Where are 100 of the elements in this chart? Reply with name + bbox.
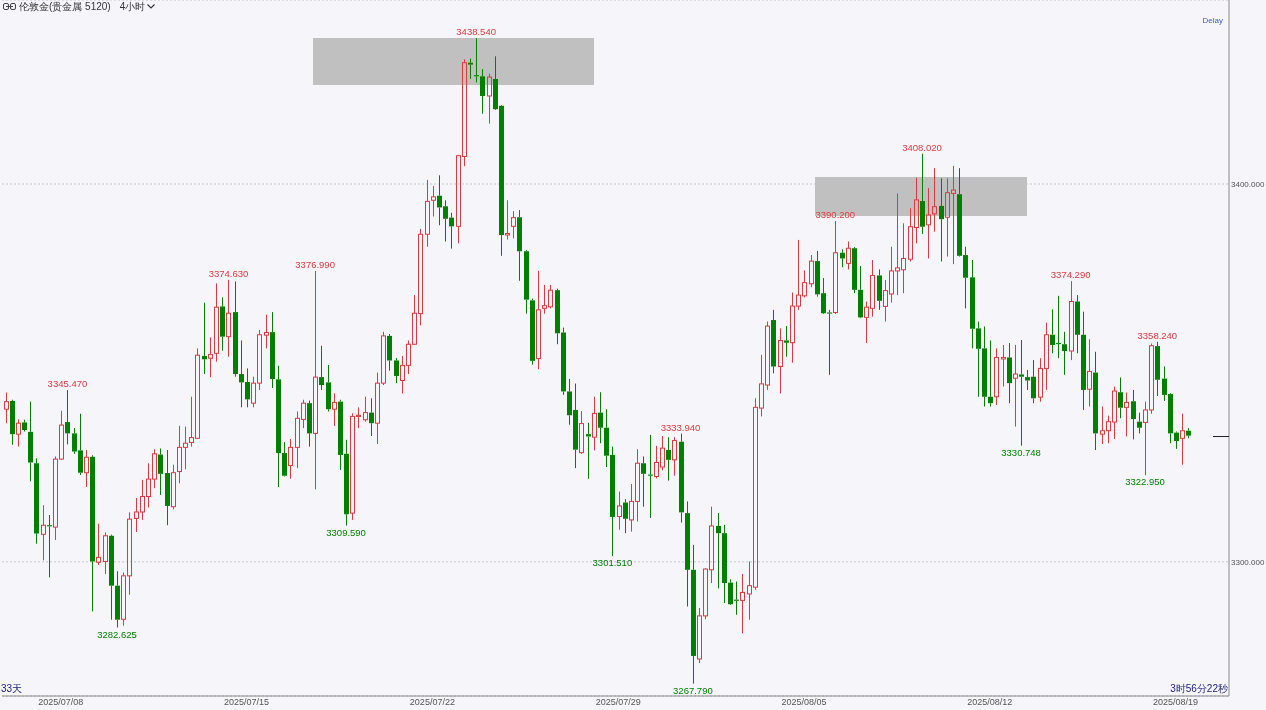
candlestick — [1007, 342, 1012, 404]
chart-title: 伦敦金(贵金属 5120) — [19, 0, 111, 14]
candlestick — [592, 396, 597, 451]
candlestick — [994, 347, 999, 406]
candlestick — [1087, 338, 1092, 408]
candlestick — [1155, 341, 1160, 397]
candlestick — [1118, 376, 1123, 419]
candlestick — [586, 422, 591, 480]
y-tick-label: 3400.000 — [1231, 179, 1265, 189]
candlestick — [1131, 389, 1136, 440]
candlestick — [617, 491, 622, 531]
annotation: 3322.950 — [1125, 476, 1165, 488]
candlestick — [90, 454, 95, 612]
candlestick — [679, 433, 684, 524]
candlestick — [691, 544, 696, 685]
candlestick — [226, 279, 231, 358]
candlestick — [214, 282, 219, 363]
candlestick — [1019, 339, 1024, 447]
x-tick-label: 2025/07/22 — [409, 697, 455, 708]
text: Delay — [1202, 15, 1223, 27]
candlestick — [877, 268, 882, 311]
candlestick — [326, 364, 331, 412]
candlestick — [641, 455, 646, 508]
candlestick — [276, 365, 281, 488]
x-tick-label: 2025/08/12 — [967, 697, 1013, 708]
candlestick — [666, 436, 671, 482]
candlestick — [394, 357, 399, 384]
candlestick — [1013, 344, 1018, 428]
candlestick — [1093, 351, 1098, 451]
candlestick — [536, 270, 541, 370]
candlestick — [740, 573, 745, 634]
candlestick — [103, 531, 108, 575]
candlestick — [220, 296, 225, 352]
candlestick — [988, 339, 993, 408]
candlestick — [1124, 392, 1129, 437]
candlestick — [672, 436, 677, 477]
candlestick — [387, 333, 392, 372]
candlestick — [685, 500, 690, 607]
candlestick — [369, 397, 374, 437]
candlestick — [425, 179, 430, 248]
annotation: 3376.990 — [295, 258, 335, 270]
x-tick-label: 2025/07/08 — [38, 697, 84, 708]
candlestick — [332, 392, 337, 427]
annotation: 3374.630 — [208, 267, 249, 279]
annotation: 3358.240 — [1137, 329, 1178, 341]
annotation: 3374.290 — [1050, 269, 1091, 281]
candlestick — [270, 311, 275, 389]
candlestick — [1081, 311, 1086, 411]
candlestick — [41, 504, 46, 561]
candlestick — [852, 248, 857, 294]
annotation: 3282.625 — [97, 628, 137, 640]
annotation: 3345.470 — [47, 378, 88, 390]
candlestick — [233, 281, 238, 378]
candlestick — [716, 512, 721, 589]
candlestick — [109, 535, 114, 621]
candlestick — [115, 570, 120, 629]
candlestick — [245, 367, 250, 408]
annotation: 33天 — [1, 683, 23, 695]
x-tick-label: 2025/08/19 — [1152, 697, 1199, 708]
annotation: 3时56分22秒 — [1170, 683, 1228, 695]
candlestick — [784, 325, 789, 358]
annotation: 3408.020 — [902, 141, 942, 153]
candlestick — [1075, 294, 1080, 354]
candlestick — [165, 449, 170, 526]
annotation: 3390.200 — [815, 209, 856, 221]
annotation: 3309.590 — [326, 526, 366, 538]
annotation: 3267.790 — [673, 684, 713, 696]
candlestick — [363, 396, 368, 423]
candlestick — [778, 327, 783, 394]
x-tick-label: 2025/07/29 — [595, 697, 641, 708]
candlestick — [517, 209, 522, 282]
x-tick-label: 2025/07/15 — [224, 697, 270, 708]
candlestick — [561, 327, 566, 396]
annotation: 3301.510 — [592, 557, 633, 569]
chart-subtitle: 4小时 — [119, 0, 146, 14]
candlestick — [65, 389, 70, 445]
candlestick — [16, 418, 21, 448]
candlestick — [10, 400, 15, 446]
candlestick — [208, 336, 213, 378]
candlestick — [1001, 344, 1006, 388]
candlestick — [920, 153, 925, 235]
x-tick-label: 2025/08/05 — [781, 697, 827, 708]
candlestick — [598, 391, 603, 444]
candlestick — [524, 251, 529, 315]
annotation: 3438.540 — [456, 26, 496, 38]
candlestick — [319, 345, 324, 391]
candlestick — [1180, 413, 1185, 466]
candlestick — [511, 210, 516, 239]
candlestick — [1174, 432, 1179, 450]
candlestick — [858, 265, 863, 318]
candlestick — [264, 314, 269, 349]
candlestick — [313, 270, 318, 490]
candlestick — [431, 185, 436, 218]
candlestick — [480, 68, 485, 115]
candlestick — [939, 177, 944, 262]
annotation: 3333.940 — [660, 421, 701, 433]
annotation: 3330.748 — [1001, 446, 1041, 458]
candlestick — [623, 498, 628, 534]
candlestick — [579, 410, 584, 454]
candlestick — [468, 58, 473, 80]
